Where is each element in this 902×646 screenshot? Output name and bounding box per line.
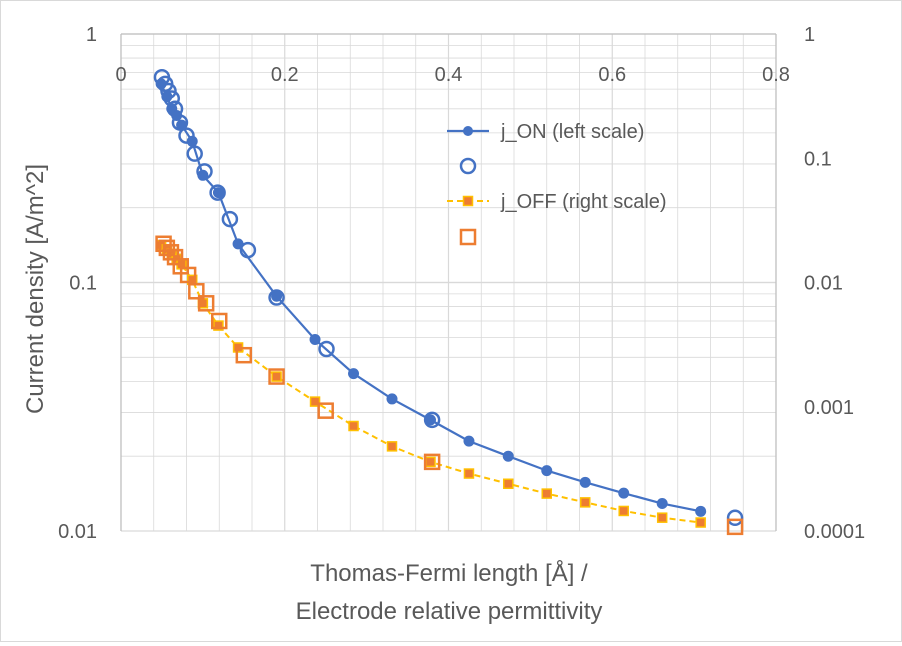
marker-j-on-open bbox=[423, 411, 441, 429]
x-tick-label: 0.4 bbox=[435, 64, 463, 86]
point-j-on bbox=[348, 368, 360, 380]
marker-j-off-open bbox=[423, 453, 441, 471]
marker-j-off-open bbox=[179, 266, 197, 284]
point-j-on bbox=[656, 498, 668, 510]
legend-marker-j-off-open bbox=[459, 228, 477, 246]
tick-labels: 0 0.2 0.4 0.6 0.8 1 0.1 0.01 1 0.1 0.01 0.001 0.0001 bbox=[58, 24, 865, 543]
point-j-off bbox=[695, 517, 706, 528]
x-tick-label: 0.6 bbox=[598, 64, 626, 86]
marker-j-on-open bbox=[726, 509, 744, 527]
x-axis-label-line2: Electrode relative permittivity bbox=[296, 598, 603, 625]
axes bbox=[120, 33, 777, 531]
point-j-off bbox=[348, 420, 359, 432]
marker-j-on-open bbox=[239, 241, 257, 259]
legend-label: j_OFF (right scale) bbox=[500, 191, 667, 213]
point-j-off bbox=[618, 505, 629, 517]
marker-j-on-open bbox=[166, 100, 184, 118]
y-right-tick-label: 0.001 bbox=[804, 397, 854, 419]
point-j-off bbox=[309, 396, 321, 407]
x-tick-label: 0 bbox=[115, 64, 126, 86]
marker-j-off-open bbox=[268, 368, 285, 385]
y-left-tick-label: 0.1 bbox=[69, 273, 97, 295]
point-j-off bbox=[463, 468, 475, 479]
point-j-off bbox=[425, 456, 436, 468]
y-left-tick-label: 1 bbox=[86, 24, 97, 46]
marker-j-on-open bbox=[163, 90, 181, 107]
marker-j-on-open bbox=[209, 184, 226, 201]
marker-j-off-open bbox=[726, 518, 744, 536]
x-tick-label: 0.2 bbox=[271, 64, 299, 86]
point-j-on bbox=[618, 487, 630, 499]
point-j-on bbox=[579, 476, 591, 488]
y-right-tick-label: 1 bbox=[804, 24, 815, 46]
point-j-on bbox=[463, 435, 475, 447]
marker-j-on-open bbox=[186, 145, 203, 162]
marker-j-on-open bbox=[160, 82, 177, 100]
marker-j-off-open bbox=[166, 248, 184, 266]
data-series bbox=[153, 68, 744, 536]
marker-j-off-open bbox=[235, 346, 253, 364]
x-tick-label: 0.8 bbox=[762, 64, 790, 86]
legend-marker-j-on bbox=[463, 126, 473, 136]
legend-label: j_ON (left scale) bbox=[500, 121, 644, 143]
point-j-on bbox=[541, 465, 553, 477]
point-j-off bbox=[579, 497, 591, 508]
point-j-on bbox=[212, 187, 224, 199]
y-left-tick-label: 0.01 bbox=[58, 521, 97, 543]
point-j-off bbox=[503, 478, 514, 490]
legend-marker-j-on-open bbox=[459, 157, 477, 175]
point-j-off bbox=[386, 441, 398, 452]
marker-j-on-open bbox=[221, 210, 239, 228]
point-j-off bbox=[541, 488, 552, 499]
marker-j-off-open bbox=[188, 283, 205, 300]
y-right-tick-label: 0.1 bbox=[804, 148, 832, 170]
y-right-tick-label: 0.0001 bbox=[804, 521, 865, 543]
legend: j_ON (left scale) j_OFF (right scale) bbox=[447, 121, 667, 246]
marker-j-on-open bbox=[171, 114, 189, 131]
marker-j-off-open bbox=[162, 244, 180, 261]
marker-j-on-open bbox=[318, 340, 335, 358]
series-line-j-off bbox=[160, 244, 701, 524]
marker-j-off-open bbox=[197, 295, 215, 312]
point-j-on bbox=[386, 393, 398, 405]
point-j-off bbox=[271, 371, 282, 382]
point-j-on bbox=[502, 450, 514, 462]
point-j-on bbox=[309, 333, 321, 345]
grid-lines bbox=[120, 33, 777, 532]
marker-j-on-open bbox=[196, 163, 213, 180]
point-j-off bbox=[213, 320, 224, 331]
marker-j-on-open bbox=[178, 127, 195, 144]
point-j-on bbox=[695, 505, 707, 517]
marker-j-on-open bbox=[268, 289, 285, 306]
y-axis-label: Current density [A/m^2] bbox=[22, 164, 49, 414]
legend-marker-j-off bbox=[462, 195, 474, 207]
series-line-j-on bbox=[160, 83, 701, 513]
y-right-tick-label: 0.01 bbox=[804, 273, 843, 295]
marker-j-off-open bbox=[211, 312, 228, 330]
marker-j-off-open bbox=[317, 402, 334, 419]
x-axis-label-line1: Thomas-Fermi length [Å] / bbox=[310, 559, 588, 587]
point-j-off bbox=[656, 512, 668, 523]
